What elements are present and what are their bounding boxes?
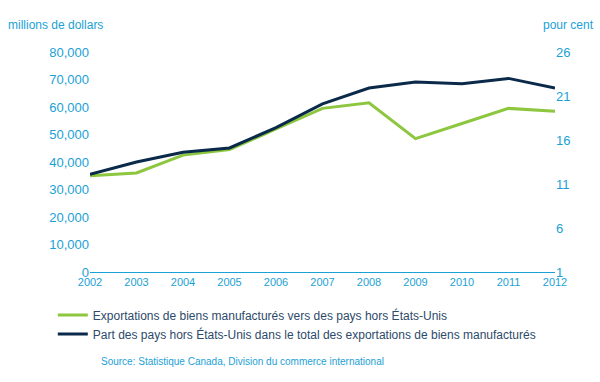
svg-text:Part des pays hors États-Unis: Part des pays hors États-Unis dans le to… — [93, 327, 536, 342]
svg-text:26: 26 — [556, 45, 570, 60]
svg-text:40,000: 40,000 — [49, 155, 89, 170]
svg-text:2005: 2005 — [217, 276, 241, 288]
svg-text:Exportations de biens manufact: Exportations de biens manufacturés vers … — [93, 308, 447, 323]
svg-text:50,000: 50,000 — [49, 127, 89, 142]
svg-text:30,000: 30,000 — [49, 182, 89, 197]
svg-text:2003: 2003 — [124, 276, 148, 288]
svg-text:2012: 2012 — [543, 276, 567, 288]
svg-text:16: 16 — [556, 133, 570, 148]
svg-text:0: 0 — [82, 265, 89, 280]
svg-text:80,000: 80,000 — [49, 45, 89, 60]
svg-text:2008: 2008 — [357, 276, 381, 288]
svg-text:20,000: 20,000 — [49, 210, 89, 225]
svg-text:2011: 2011 — [497, 276, 521, 288]
svg-text:2009: 2009 — [403, 276, 427, 288]
svg-text:6: 6 — [556, 221, 563, 236]
svg-text:11: 11 — [556, 177, 570, 192]
svg-text:2007: 2007 — [310, 276, 334, 288]
svg-text:21: 21 — [556, 89, 570, 104]
svg-text:1: 1 — [556, 265, 563, 280]
svg-text:60,000: 60,000 — [49, 100, 89, 115]
svg-text:pour cent: pour cent — [543, 18, 594, 32]
svg-text:2004: 2004 — [171, 276, 195, 288]
svg-text:2002: 2002 — [78, 276, 102, 288]
svg-text:Source: Statistique Canada, Di: Source: Statistique Canada, Division du … — [101, 356, 384, 367]
svg-text:2010: 2010 — [450, 276, 474, 288]
svg-text:10,000: 10,000 — [49, 237, 89, 252]
svg-text:2006: 2006 — [264, 276, 288, 288]
svg-text:70,000: 70,000 — [49, 72, 89, 87]
svg-text:millions de dollars: millions de dollars — [8, 18, 103, 32]
